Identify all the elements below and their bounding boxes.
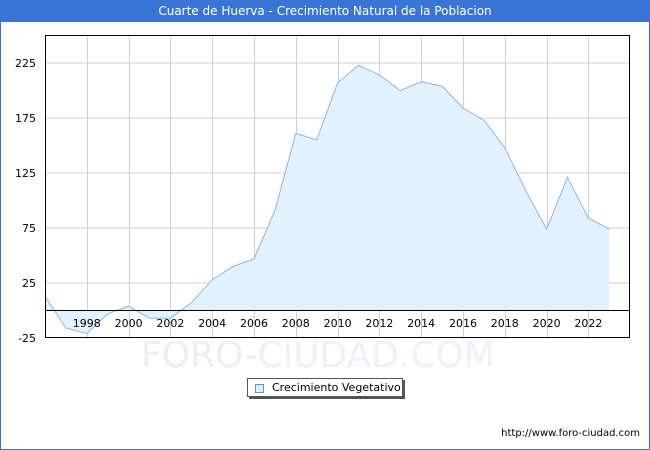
axes (45, 35, 630, 338)
y-tick-label: 225 (15, 57, 36, 70)
x-tick-label: 2004 (198, 317, 226, 330)
x-tick-label: 2008 (282, 317, 310, 330)
x-tick-label: 2006 (240, 317, 268, 330)
y-tick-label: -25 (18, 332, 36, 345)
x-tick-label: 2020 (533, 317, 561, 330)
x-tick-label: 2018 (491, 317, 519, 330)
y-tick-label: 125 (15, 167, 36, 180)
area-fill (45, 65, 610, 334)
plot-frame (45, 35, 630, 338)
watermark-part2: CIUDAD.COM (257, 335, 495, 376)
x-tick-label: 2022 (574, 317, 602, 330)
x-tick-label: 2012 (365, 317, 393, 330)
x-tick-label: 2014 (407, 317, 435, 330)
x-tick-label: 2010 (324, 317, 352, 330)
watermark: FORO-CIUDAD.COM (141, 335, 495, 376)
legend: Crecimiento Vegetativo (247, 378, 403, 397)
x-tick-label: 2016 (449, 317, 477, 330)
x-tick-label: 2000 (115, 317, 143, 330)
legend-swatch-icon (255, 384, 264, 393)
legend-label: Crecimiento Vegetativo (272, 381, 401, 394)
svg-text:FORO-CIUDAD.COM: FORO-CIUDAD.COM (141, 335, 495, 376)
source-link[interactable]: http://www.foro-ciudad.com (501, 428, 640, 439)
x-tick-label: 1998 (73, 317, 101, 330)
y-tick-label: 75 (22, 222, 36, 235)
watermark-part1: FORO- (141, 335, 257, 376)
y-tick-label: 25 (22, 277, 36, 290)
chart-title: Cuarte de Huerva - Crecimiento Natural d… (0, 0, 650, 22)
x-tick-label: 2002 (156, 317, 184, 330)
y-axis-ticks: -25 25 75 125 175 225 (15, 57, 36, 345)
y-tick-label: 175 (15, 112, 36, 125)
data-line (44, 64, 610, 335)
data-area (44, 64, 610, 335)
x-axis-ticks: 1998 2000 2002 2004 2006 2008 2010 2012 2014 2016… (73, 317, 603, 330)
